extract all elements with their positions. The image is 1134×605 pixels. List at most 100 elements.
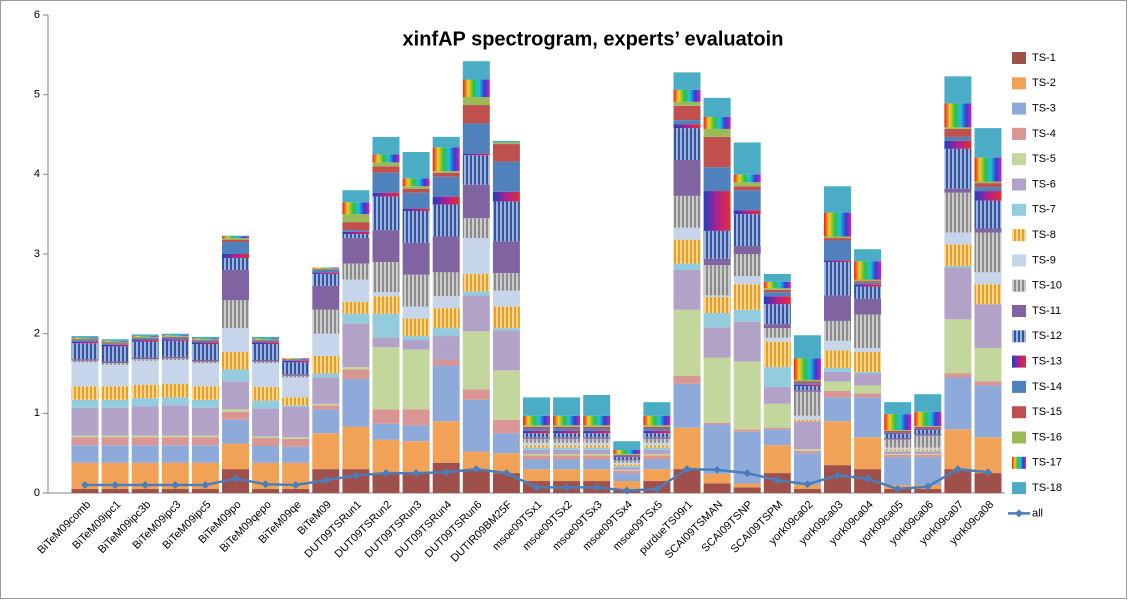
legend-swatch	[1012, 127, 1026, 140]
legend-label: TS-7	[1032, 204, 1056, 216]
bar-segment	[854, 286, 882, 299]
bar-segment	[492, 419, 520, 434]
legend-label: TS-12	[1032, 330, 1062, 342]
legend-label: TS-8	[1032, 229, 1056, 241]
marker	[201, 481, 210, 490]
marker	[592, 483, 601, 492]
legend-label: TS-9	[1032, 254, 1056, 266]
bar-segment	[884, 430, 912, 431]
bar-segment	[824, 381, 851, 392]
bar-segment	[974, 348, 1002, 382]
bar-segment	[372, 292, 400, 297]
bar-segment	[312, 269, 340, 273]
marker	[923, 482, 932, 491]
bar-segment	[583, 442, 611, 446]
marker	[141, 481, 150, 490]
bar-segment	[372, 313, 400, 338]
bar-segment	[342, 263, 370, 280]
bar-segment	[312, 433, 340, 470]
bar-segment	[914, 426, 942, 429]
bar-segment	[402, 306, 430, 319]
bar-segment	[884, 449, 912, 451]
bar-segment	[252, 408, 280, 437]
bar-segment	[643, 437, 671, 439]
bar-segment	[733, 309, 761, 322]
bar-segment	[974, 191, 1002, 201]
bar-segment	[161, 337, 189, 340]
bar-segment	[282, 377, 310, 398]
bar-segment	[553, 437, 581, 439]
bar-segment	[763, 337, 791, 342]
bar-segment	[101, 364, 129, 387]
bar-segment	[884, 432, 912, 434]
bar-segment	[733, 174, 761, 183]
legend-swatch	[1012, 456, 1026, 469]
bar-segment	[583, 415, 611, 426]
marker	[261, 480, 270, 489]
bar-segment	[402, 441, 430, 474]
bar-segment	[462, 184, 490, 219]
marker	[231, 474, 240, 483]
bar-segment	[462, 451, 490, 470]
bar-segment	[523, 455, 550, 460]
bar-segment	[793, 384, 821, 387]
bar-segment	[342, 323, 370, 368]
marker	[893, 485, 902, 494]
bar-segment	[914, 447, 942, 450]
bar-segment	[492, 273, 520, 291]
bar-segment	[553, 455, 581, 460]
bar-segment	[222, 328, 249, 352]
bar-segment	[523, 449, 550, 454]
bar-segment	[191, 342, 219, 345]
bar-segment	[432, 136, 460, 148]
bar-segment	[342, 238, 370, 264]
bar-segment	[222, 381, 249, 410]
bar-segment	[252, 340, 280, 341]
bar-segment	[252, 489, 280, 493]
bar-segment	[342, 313, 370, 324]
bar-segment	[252, 342, 280, 345]
bar-segment	[553, 459, 581, 470]
bar-segment	[312, 267, 340, 269]
bar-segment	[974, 200, 1002, 229]
bar-segment	[854, 397, 882, 438]
bar-segment	[222, 300, 249, 329]
bar-segment	[583, 453, 611, 456]
bar-segment	[161, 489, 189, 493]
bar-segment	[282, 359, 310, 361]
bar-segment	[161, 445, 189, 463]
marker	[351, 471, 360, 480]
bar-segment	[161, 383, 189, 398]
bar-segment	[161, 437, 189, 446]
bar-segment	[553, 430, 581, 434]
bar-segment	[342, 222, 370, 231]
legend-label: TS-14	[1032, 381, 1062, 393]
bar-segment	[131, 357, 159, 360]
bar-segment	[222, 269, 249, 301]
bar-segment	[131, 384, 159, 399]
bar-segment	[312, 268, 340, 270]
bar-segment	[462, 291, 490, 296]
legend-swatch	[1012, 482, 1026, 495]
bar-segment	[462, 238, 490, 274]
bar-segment	[643, 459, 671, 470]
bar-segment	[342, 190, 370, 203]
bar-segment	[974, 284, 1002, 305]
bar-segment	[402, 242, 430, 275]
bar-segment	[613, 469, 641, 471]
bar-segment	[824, 391, 851, 398]
bar-segment	[523, 459, 550, 470]
bar-segment	[793, 450, 821, 454]
bar-segment	[944, 265, 972, 268]
bar-segment	[71, 338, 99, 340]
bar-segment	[191, 407, 219, 436]
bar-segment	[613, 467, 641, 470]
bar-segment	[432, 359, 460, 366]
bar-segment	[673, 375, 701, 384]
bar-segment	[763, 304, 791, 325]
bar-segment	[161, 333, 189, 336]
bar-segment	[854, 373, 882, 386]
bar-segment	[793, 383, 821, 385]
bar-segment	[432, 336, 460, 360]
bar-segment	[523, 426, 550, 429]
